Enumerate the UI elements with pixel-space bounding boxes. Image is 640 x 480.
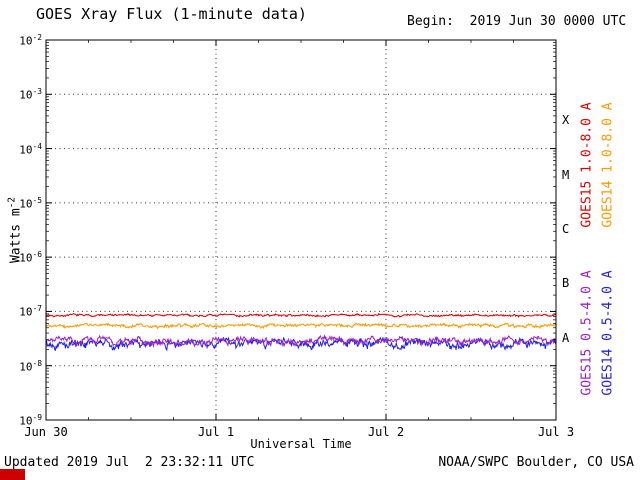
credit-text: NOAA/SWPC Boulder, CO USA: [438, 455, 634, 470]
chart-title: GOES Xray Flux (1-minute data): [36, 5, 307, 23]
series-label-goes15-0-5-4-0-a: GOES15 0.5-4.0 A: [579, 270, 595, 396]
x-tick-label: Jun 30: [24, 425, 68, 439]
x-axis-title: Universal Time: [250, 437, 352, 451]
flare-class-c: C: [562, 222, 570, 236]
plot-border: [45, 39, 557, 421]
y-tick-label: 10-9: [19, 413, 42, 428]
updated-timestamp: Updated 2019 Jul 2 23:32:11 UTC: [4, 455, 255, 470]
y-tick-label: 10-2: [19, 33, 42, 48]
y-tick-label: 10-8: [19, 358, 42, 374]
flare-class-x: X: [562, 113, 570, 128]
series-line-goes14-1-0-8-0-a: [45, 322, 557, 330]
y-tick-label: 10-6: [19, 250, 42, 265]
series-line-goes15-0-5-4-0-a: [45, 334, 557, 349]
y-tick-label: 10-4: [19, 141, 42, 157]
flare-class-a: A: [562, 330, 570, 345]
corner-red-mark: [0, 469, 25, 480]
series-label-goes14-1-0-8-0-a: GOES14 1.0-8.0 A: [600, 102, 616, 228]
y-tick-label: 10-5: [19, 195, 42, 211]
flare-class-m: M: [562, 167, 570, 182]
begin-timestamp: Begin: 2019 Jun 30 0000 UTC: [407, 14, 627, 29]
x-tick-label: Jul 1: [197, 425, 235, 439]
y-tick-label: 10-7: [19, 304, 42, 320]
x-tick-label: Jul 2: [367, 425, 405, 439]
series-label-goes15-1-0-8-0-a: GOES15 1.0-8.0 A: [579, 102, 595, 228]
flare-class-b: B: [562, 276, 570, 291]
series-line-goes15-1-0-8-0-a: [45, 312, 557, 318]
y-tick-label: 10-3: [19, 87, 42, 102]
series-label-goes14-0-5-4-0-a: GOES14 0.5-4.0 A: [600, 270, 616, 396]
x-tick-label: Jul 3: [537, 425, 575, 439]
